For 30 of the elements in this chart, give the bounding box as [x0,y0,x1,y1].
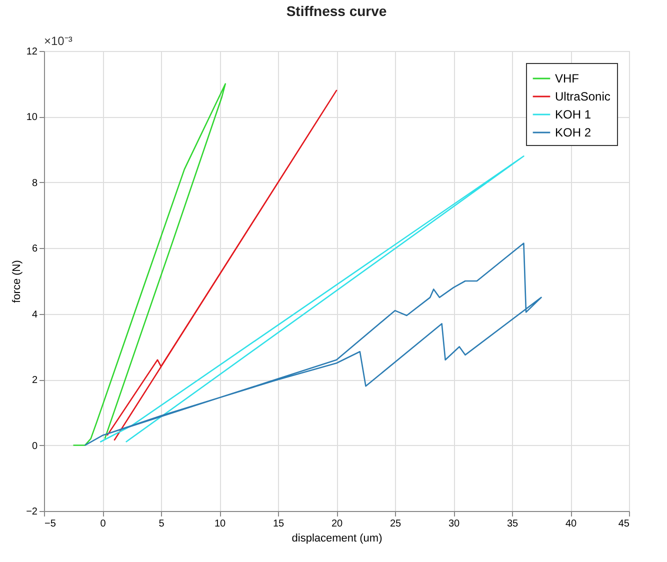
legend-label: UltraSonic [555,90,610,104]
x-tick-label: 45 [618,518,630,530]
legend-label: VHF [555,72,579,86]
x-tick-label: 40 [565,518,577,530]
legend-label: KOH 1 [555,108,592,122]
text: ×10⁻³ [44,34,72,48]
x-tick-label: 20 [331,518,343,530]
x-tick-label: 5 [158,518,165,530]
x-tick-label: 15 [272,518,284,530]
x-axis-title: displacement (um) [292,532,382,544]
x-tick-label: 30 [448,518,460,530]
chart-title: Stiffness curve [286,3,387,19]
x-tick-label: 35 [506,518,518,530]
y-tick-label: 2 [32,375,38,386]
x-tick-label: 25 [390,518,402,530]
line-series [106,90,338,442]
x-tick-label: 10 [214,518,226,530]
legend-label: KOH 2 [555,126,592,140]
y-axis-title: force (N) [11,260,24,303]
line-series [72,83,226,446]
y-tick-label: 10 [26,112,38,124]
y-tick-label: −2 [26,506,38,518]
y-tick-label: 6 [32,244,38,255]
line-series [84,242,542,446]
x-tick-label: 0 [100,518,106,530]
y-tick-label: 12 [26,46,38,58]
x-tick-label: −5 [44,518,56,530]
y-tick-label: 8 [32,178,38,189]
y-tick-label: 0 [32,440,38,452]
y-tick-label: 4 [32,309,38,320]
